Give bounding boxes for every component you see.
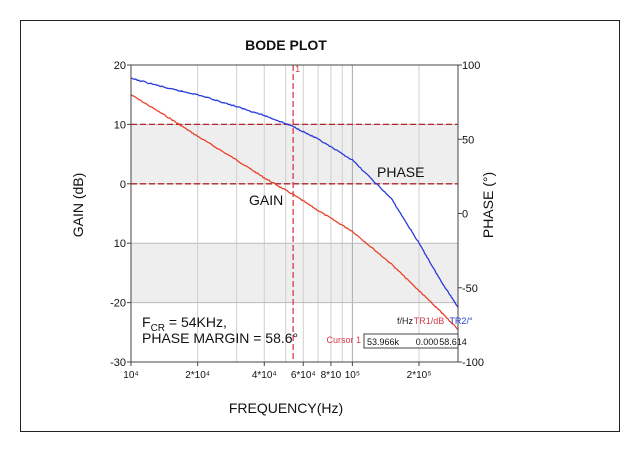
y-right-tick-label: 50 bbox=[462, 134, 474, 146]
plot-area bbox=[131, 65, 458, 362]
grid-band bbox=[131, 124, 458, 184]
cursor-marker-label: 1 bbox=[295, 64, 300, 74]
readout-header: TR2/° bbox=[449, 316, 473, 326]
chart-title: BODE PLOT bbox=[245, 37, 327, 53]
reference-lines bbox=[131, 123, 458, 185]
x-tick-label: 4*10⁴ bbox=[252, 370, 277, 381]
readout-value: 53.966k bbox=[367, 337, 400, 347]
gain-series-label: GAIN bbox=[249, 192, 283, 208]
x-tick-label: 6*10⁴ bbox=[291, 370, 316, 381]
x-tick-label: 8*10 bbox=[321, 370, 342, 381]
x-tick-label: 10⁵ bbox=[345, 370, 360, 381]
y-left-tick-label: 10 bbox=[114, 238, 126, 250]
x-tick-label: 10⁴ bbox=[123, 370, 138, 381]
y-axis-left-label: GAIN (dB) bbox=[70, 173, 86, 238]
readout-row-label: Cursor 1 bbox=[326, 335, 361, 345]
grid-band bbox=[131, 243, 458, 303]
y-axis-right-label: PHASE (°) bbox=[480, 172, 496, 238]
phase-margin-label: PHASE MARGIN = 58.6° bbox=[142, 330, 298, 346]
cursor-readout: f/Hz TR1/dB TR2/° Cursor 1 53.966k 0.000 58.61… bbox=[326, 316, 473, 349]
series-line-phase bbox=[130, 77, 459, 308]
readout-value-box bbox=[363, 333, 459, 349]
y-right-tick-label: 100 bbox=[462, 60, 480, 72]
y-left-tick-label: -30 bbox=[110, 357, 126, 369]
readout-value: 0.000 bbox=[416, 337, 439, 347]
cursor-group: 1 bbox=[292, 64, 300, 362]
fcr-subscript: CR bbox=[151, 323, 165, 334]
y-left-tick-label: 10 bbox=[114, 119, 126, 131]
y-right-tick-label: -100 bbox=[462, 357, 484, 369]
x-axis-label: FREQUENCY(Hz) bbox=[229, 400, 343, 416]
readout-value: 58.614 bbox=[439, 337, 467, 347]
y-left-tick-label: 20 bbox=[114, 60, 126, 72]
x-tick-label: 2*10⁴ bbox=[185, 370, 210, 381]
chart-frame: BODE PLOT 1 20 10 0 10 -20 -30 100 50 0 -50 -100 10… bbox=[20, 20, 620, 432]
plot-background bbox=[131, 65, 458, 362]
y-right-tick-label: -50 bbox=[462, 283, 478, 295]
bode-chart: BODE PLOT 1 2010010-20-30100500-50-10010… bbox=[70, 37, 496, 416]
readout-header: TR1/dB bbox=[414, 316, 445, 326]
y-left-tick-label: -20 bbox=[110, 298, 126, 310]
readout-header: f/Hz bbox=[397, 316, 414, 326]
fcr-value: = 54KHz, bbox=[165, 314, 227, 330]
x-tick-label: 2*10⁵ bbox=[407, 370, 432, 381]
phase-series-label: PHASE bbox=[377, 164, 424, 180]
y-right-tick-label: 0 bbox=[462, 209, 468, 221]
crossover-frequency-label: FCR = 54KHz, bbox=[142, 314, 227, 334]
series-group bbox=[130, 77, 459, 330]
fcr-prefix: F bbox=[142, 314, 151, 330]
series-line-gain bbox=[130, 94, 459, 330]
y-left-tick-label: 0 bbox=[120, 179, 126, 191]
